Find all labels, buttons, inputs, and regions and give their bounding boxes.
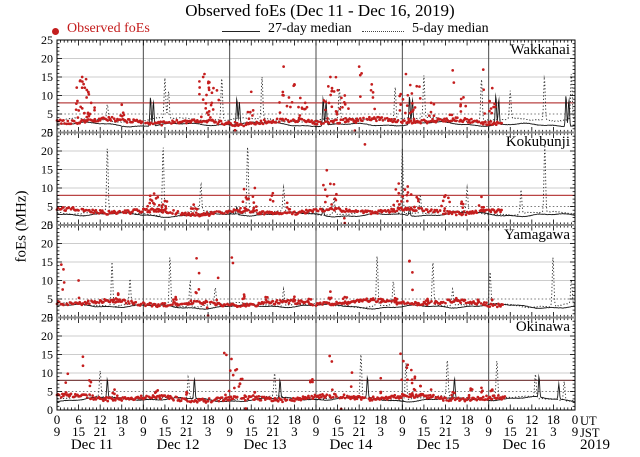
x-axis-date-dec13: Dec 13 xyxy=(243,437,287,453)
x-axis-date-dec11: Dec 11 xyxy=(70,437,114,453)
legend-27day-line-icon xyxy=(222,31,260,32)
x-axis-date-dec14: Dec 14 xyxy=(329,437,373,453)
panel-label-yamagawa: Yamagawa xyxy=(504,227,570,243)
panel-label-wakkanai: Wakkanai xyxy=(510,42,570,58)
x-axis-date-dec15: Dec 15 xyxy=(416,437,460,453)
legend-27day-label: 27-day median xyxy=(268,21,352,36)
panel-label-kokubunji: Kokubunji xyxy=(505,134,570,150)
x-axis-date-dec16: Dec 16 xyxy=(502,437,546,453)
x-axis-jst-label: JST xyxy=(580,426,600,440)
legend-5day-line-icon xyxy=(362,31,404,32)
panel-label-okinawa: Okinawa xyxy=(515,319,570,335)
legend-5day-label: 5-day median xyxy=(412,21,489,36)
x-axis-year-label: 2019 xyxy=(580,437,610,453)
legend-observed-dot-icon xyxy=(52,28,59,35)
y-axis-title: foEs (MHz) xyxy=(13,190,30,263)
x-axis-date-dec12: Dec 12 xyxy=(156,437,200,453)
x-axis-ut-label: UT xyxy=(580,414,597,428)
legend-observed-label: Observed foEs xyxy=(67,21,150,36)
chart-title: Observed foEs (Dec 11 - Dec 16, 2019) xyxy=(185,1,455,20)
